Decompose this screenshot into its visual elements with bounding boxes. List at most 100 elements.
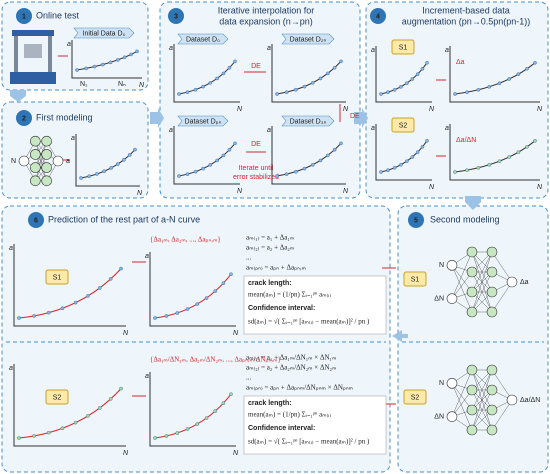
data-point	[60, 426, 65, 431]
axes	[173, 126, 240, 185]
data-point	[193, 169, 198, 174]
data-point	[476, 88, 481, 92]
flow-arrow	[354, 108, 368, 128]
equation: aₘ₍₂₎ = a₂ + Δa₂ₘ	[246, 244, 294, 252]
data-point	[177, 92, 181, 96]
axis-label: N	[123, 450, 129, 457]
data-point	[332, 147, 337, 152]
data-point	[185, 90, 190, 94]
edge	[471, 369, 493, 431]
group-box	[45, 269, 69, 285]
ci-sd: sd(aₘ) = √( Σᵢ₌₁ᵖⁿ [aₘ₍ᵢ₎ − mean(aₘ)]² /…	[248, 318, 370, 326]
data-point	[318, 158, 323, 163]
axis-label: N	[237, 188, 243, 195]
ci-mean: mean(aₘ) = (1/pn) Σᵢ₌₁ᵖⁿ aₘ₍ᵢ₎	[248, 291, 331, 299]
data-point	[153, 316, 157, 320]
axis-label: N	[343, 188, 349, 195]
data-point	[275, 92, 279, 96]
neuron	[506, 276, 518, 288]
step-badge	[168, 8, 184, 24]
data-point	[208, 81, 213, 85]
axes	[375, 46, 432, 103]
data-point	[164, 434, 169, 438]
axis-label: N	[537, 184, 543, 191]
data-point	[229, 272, 233, 277]
step-badge	[16, 8, 32, 24]
group-box	[391, 117, 415, 133]
axis-label: N	[429, 184, 435, 191]
data-point	[386, 168, 390, 172]
data-point	[487, 85, 492, 89]
data-point	[87, 174, 91, 179]
data-point	[302, 84, 307, 89]
data-point	[310, 163, 315, 167]
neuron	[446, 293, 458, 304]
data-point	[325, 153, 330, 158]
data-point	[215, 76, 219, 81]
data-point	[195, 302, 200, 306]
data-tag-text: Initial Data D₀	[83, 30, 126, 37]
axis-label: a	[145, 253, 149, 260]
data-point	[410, 155, 415, 159]
neuron	[446, 411, 458, 422]
de-label: DE	[251, 141, 261, 148]
data-point	[533, 138, 537, 143]
neuron	[486, 266, 498, 278]
neuron	[486, 384, 498, 396]
step-badge	[16, 110, 32, 126]
equation: aₘ₍ₚₙ₎ = aₚₙ + Δaₚₙₘ/ΔNₚₙₘ × ΔNₚₙₘ	[246, 384, 353, 392]
data-point	[201, 166, 205, 171]
data-point	[332, 65, 337, 70]
edge	[451, 383, 473, 411]
neuron	[486, 246, 498, 258]
axis-label: a	[67, 41, 71, 48]
data-point	[221, 71, 226, 76]
data-point	[425, 61, 429, 65]
increments: {Δa₁ₘ/ΔN₁ₘ, Δa₂ₘ/ΔN₂ₘ, ..., Δaₚₙ,ₘ/ΔNₚₙ,…	[150, 356, 281, 364]
data-point	[79, 176, 83, 180]
axis-label: N	[237, 106, 243, 113]
neuron	[466, 266, 478, 278]
ci-heading: Confidence interval:	[248, 305, 315, 312]
data-point	[119, 386, 123, 391]
data-point	[487, 162, 492, 167]
neuron	[466, 424, 478, 436]
data-point	[86, 294, 90, 298]
data-point	[420, 144, 425, 149]
data-point	[339, 59, 343, 64]
data-point	[465, 168, 469, 172]
data-point	[86, 414, 90, 418]
axis-label: a	[9, 365, 13, 372]
edge	[451, 251, 473, 299]
data-point	[201, 84, 205, 89]
equation: ...	[246, 374, 252, 382]
axis-label: N	[537, 106, 543, 113]
axis-label: a	[145, 373, 149, 380]
group-label: S2	[411, 394, 420, 401]
flow-arrow	[150, 108, 164, 128]
group-label: S1	[399, 44, 408, 51]
data-point	[115, 162, 120, 166]
axis-label: a	[445, 125, 449, 132]
data-point	[392, 165, 397, 170]
axis-label: N	[139, 82, 145, 89]
group-label: S2	[53, 394, 62, 401]
data-point	[221, 401, 226, 405]
data-point	[497, 159, 502, 163]
data-tag-text: Dataset D₂ₙ	[290, 36, 327, 43]
data-point	[318, 76, 323, 81]
neuron	[446, 260, 458, 271]
ci-box	[243, 395, 387, 455]
de-label: DE	[251, 63, 261, 70]
edge	[491, 281, 513, 313]
data-point	[204, 296, 209, 300]
neuron	[466, 246, 478, 258]
data-point	[221, 281, 226, 285]
data-point	[108, 397, 113, 401]
axis-label: a	[169, 45, 173, 52]
data-point	[100, 62, 105, 67]
step-badge	[370, 8, 386, 24]
neuron	[41, 175, 52, 187]
axes	[271, 44, 346, 103]
data-point	[122, 157, 126, 162]
